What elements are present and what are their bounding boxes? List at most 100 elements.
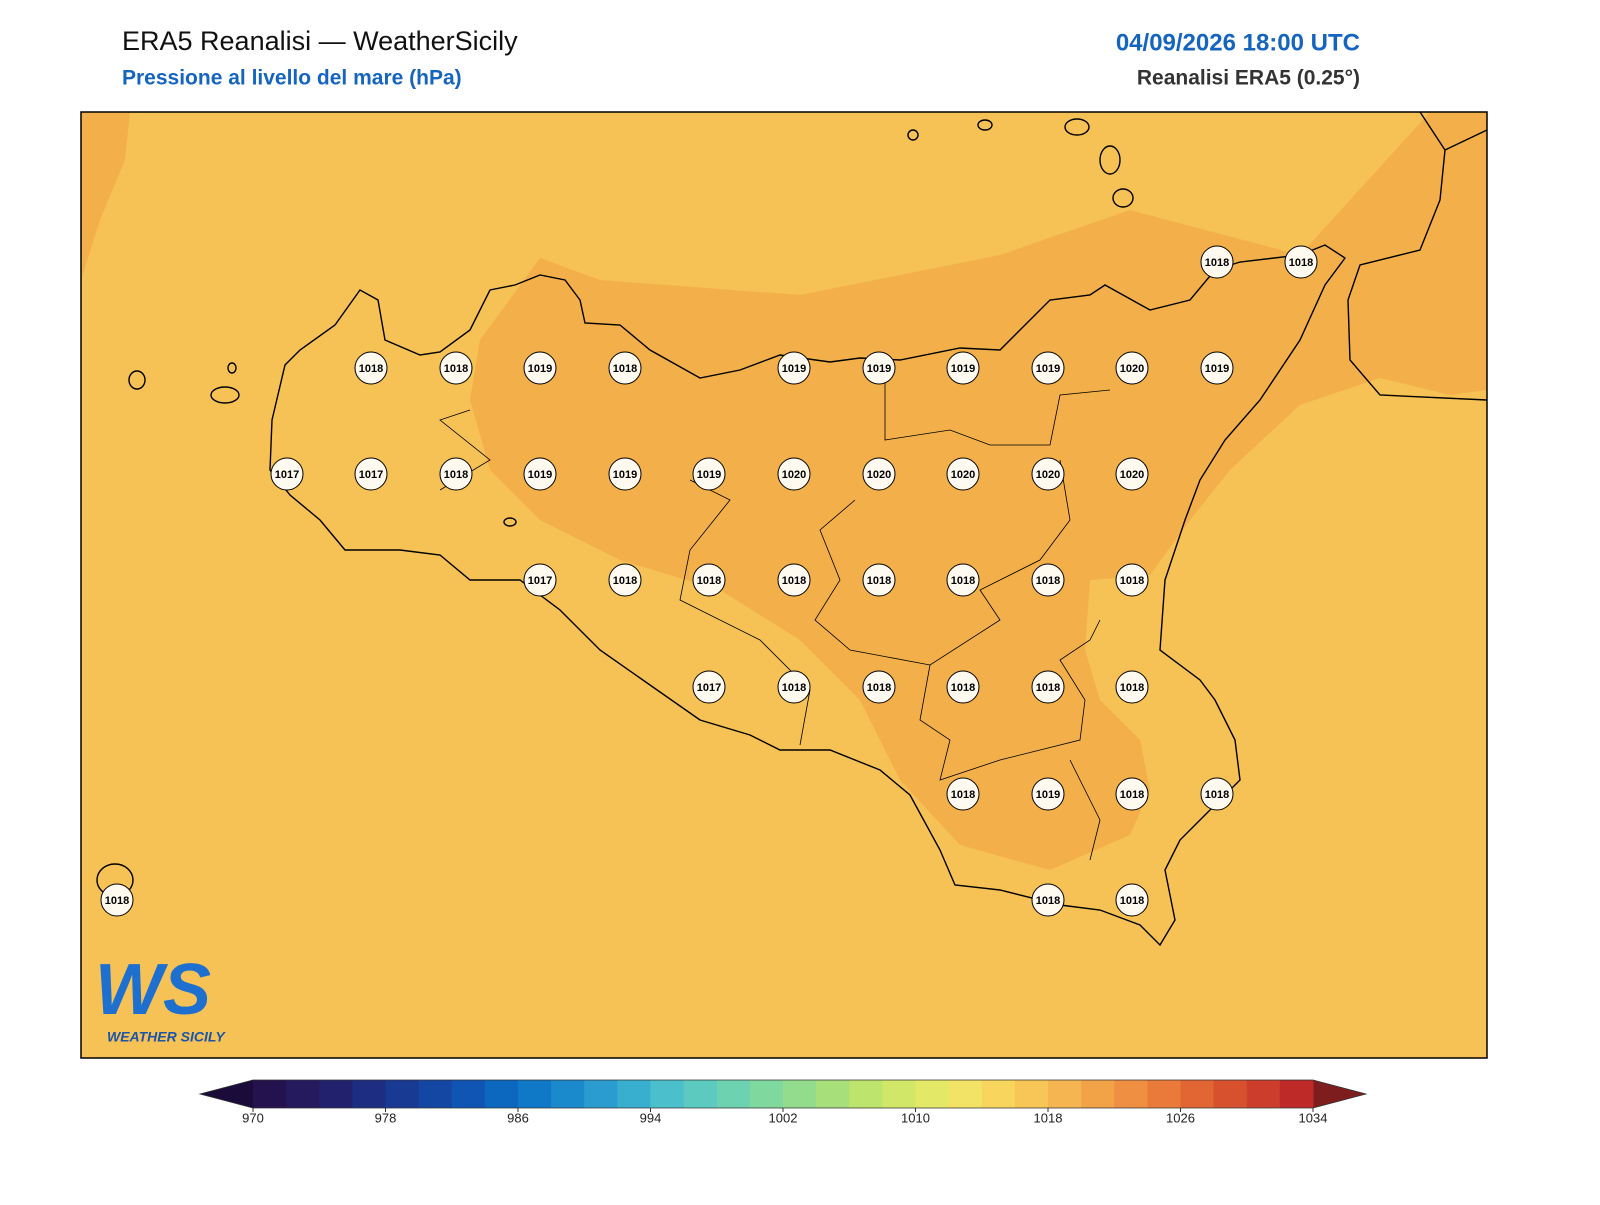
station-value: 1018 bbox=[697, 575, 721, 587]
station-value: 1018 bbox=[867, 682, 891, 694]
station-marker bbox=[862, 670, 896, 704]
station-marker bbox=[439, 457, 473, 491]
station-marker bbox=[1031, 457, 1065, 491]
station-marker bbox=[1200, 777, 1234, 811]
colorbar-tick-label: 1034 bbox=[1299, 1110, 1328, 1125]
colorbar-over bbox=[1313, 1080, 1366, 1108]
station-value: 1020 bbox=[1120, 363, 1144, 375]
station-value: 1020 bbox=[951, 469, 975, 481]
station-value: 1018 bbox=[1120, 789, 1144, 801]
station-marker bbox=[692, 457, 726, 491]
station-marker bbox=[1031, 883, 1065, 917]
station-marker bbox=[692, 670, 726, 704]
station-marker bbox=[862, 457, 896, 491]
station-marker bbox=[608, 563, 642, 597]
station-value: 1020 bbox=[1036, 469, 1060, 481]
station-value: 1018 bbox=[359, 363, 383, 375]
station-marker bbox=[946, 670, 980, 704]
colorbar-swatch bbox=[1048, 1080, 1082, 1108]
title: ERA5 Reanalisi — WeatherSicily bbox=[122, 26, 518, 56]
colorbar-swatch bbox=[882, 1080, 916, 1108]
station-marker bbox=[439, 351, 473, 385]
station-value: 1018 bbox=[613, 363, 637, 375]
station-marker bbox=[946, 351, 980, 385]
station-value: 1018 bbox=[1120, 682, 1144, 694]
field-high bbox=[470, 112, 1487, 870]
colorbar: 970 978 986 994 1002 1010 1018 1026 1034 bbox=[198, 1079, 1368, 1125]
colorbar-tick-label: 1002 bbox=[769, 1110, 798, 1125]
station-marker bbox=[354, 457, 388, 491]
station-marker bbox=[1031, 351, 1065, 385]
colorbar-swatch bbox=[1213, 1080, 1248, 1108]
station-value: 1019 bbox=[782, 363, 806, 375]
colorbar-swatch bbox=[385, 1080, 420, 1108]
colorbar-swatch bbox=[716, 1080, 751, 1108]
colorbar-tick-label: 970 bbox=[242, 1110, 264, 1125]
colorbar-swatch bbox=[319, 1080, 353, 1108]
station-marker bbox=[777, 351, 811, 385]
station-marker bbox=[100, 883, 134, 917]
source: Reanalisi ERA5 (0.25°) bbox=[1137, 67, 1360, 90]
station-value: 1020 bbox=[782, 469, 806, 481]
station-marker bbox=[862, 563, 896, 597]
station-marker bbox=[1031, 670, 1065, 704]
colorbar-swatch bbox=[451, 1080, 486, 1108]
colorbar-swatch bbox=[551, 1080, 585, 1108]
station-value: 1018 bbox=[105, 895, 129, 907]
station-value: 1019 bbox=[1036, 363, 1060, 375]
colorbar-swatch bbox=[1180, 1080, 1215, 1108]
station-value: 1019 bbox=[528, 469, 552, 481]
logo-text: WEATHER SICILY bbox=[107, 1029, 226, 1045]
colorbar-tick-label: 986 bbox=[507, 1110, 529, 1125]
station-value: 1018 bbox=[951, 575, 975, 587]
colorbar-swatch bbox=[650, 1080, 685, 1108]
map-frame bbox=[80, 111, 1488, 1059]
station-marker bbox=[1031, 777, 1065, 811]
station-value: 1018 bbox=[1120, 895, 1144, 907]
station-value: 1018 bbox=[867, 575, 891, 587]
colorbar-swatch bbox=[948, 1080, 983, 1108]
station-marker bbox=[692, 563, 726, 597]
station-value: 1019 bbox=[951, 363, 975, 375]
colorbar-swatch bbox=[584, 1080, 618, 1108]
station-marker bbox=[1115, 457, 1149, 491]
colorbar-tick-label: 994 bbox=[640, 1110, 662, 1125]
colorbar-swatch bbox=[1081, 1080, 1115, 1108]
station-value: 1019 bbox=[1036, 789, 1060, 801]
station-value: 1018 bbox=[444, 469, 468, 481]
station-marker bbox=[946, 457, 980, 491]
colorbar-swatch bbox=[683, 1080, 718, 1108]
station-marker bbox=[777, 670, 811, 704]
subtitle: Pressione al livello del mare (hPa) bbox=[122, 67, 462, 90]
station-value: 1019 bbox=[528, 363, 552, 375]
station-value: 1018 bbox=[1120, 575, 1144, 587]
station-marker bbox=[270, 457, 304, 491]
logo-mark: WS bbox=[95, 950, 211, 1030]
colorbar-swatch bbox=[1014, 1080, 1049, 1108]
station-marker bbox=[1284, 245, 1318, 279]
station-marker bbox=[523, 351, 557, 385]
station-marker bbox=[1115, 670, 1149, 704]
station-value: 1020 bbox=[1120, 469, 1144, 481]
colorbar-swatch bbox=[418, 1080, 453, 1108]
colorbar-tick-label: 1010 bbox=[901, 1110, 930, 1125]
map: 1018 1018 1018 1018 1019 1018 1019 1019 1019 1019… bbox=[81, 112, 1487, 1058]
colorbar-swatch bbox=[484, 1080, 519, 1108]
colorbar-swatch bbox=[981, 1080, 1016, 1108]
colorbar-under bbox=[200, 1080, 253, 1108]
station-marker bbox=[608, 351, 642, 385]
station-value: 1018 bbox=[1036, 682, 1060, 694]
station-value: 1018 bbox=[1036, 895, 1060, 907]
datetime: 04/09/2026 18:00 UTC bbox=[1116, 29, 1360, 56]
station-value: 1017 bbox=[697, 682, 721, 694]
station-value: 1018 bbox=[613, 575, 637, 587]
station-marker bbox=[946, 777, 980, 811]
station-value: 1019 bbox=[867, 363, 891, 375]
station-marker bbox=[1200, 351, 1234, 385]
station-marker bbox=[862, 351, 896, 385]
colorbar-swatch bbox=[915, 1080, 950, 1108]
station-value: 1018 bbox=[951, 789, 975, 801]
station-value: 1020 bbox=[867, 469, 891, 481]
